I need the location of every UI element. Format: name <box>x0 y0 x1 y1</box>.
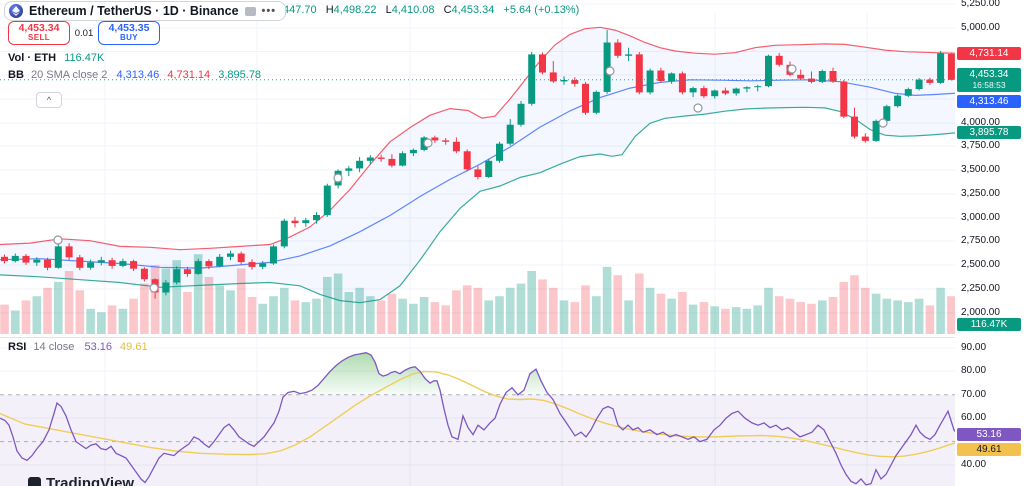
rsi-signal-value: 49.61 <box>120 341 148 353</box>
buy-label: BUY <box>119 33 139 43</box>
bb-lower-value: 3,895.78 <box>218 69 262 81</box>
sell-price: 4,453.34 <box>18 22 60 35</box>
low-value: 4,410.08 <box>391 4 435 16</box>
tradingview-logo-icon <box>28 477 41 486</box>
buy-price: 4,453.35 <box>108 22 150 35</box>
bb-upper-value: 4,731.14 <box>167 69 211 81</box>
collapse-chevron-icon: ^ <box>46 94 52 105</box>
tradingview-watermark: TradingView <box>28 477 134 486</box>
rsi-zone-fill <box>0 394 955 486</box>
open-value: 447.70 <box>283 4 317 16</box>
bb-basis-value: 4,313.46 <box>116 69 160 81</box>
ohlc-row: 447.70 H4,498.22 L4,410.08 C4,453.34 +5.… <box>283 4 579 16</box>
volume-layer <box>0 254 955 334</box>
chart-style-icon[interactable] <box>244 6 256 16</box>
rsi-badge: 53.16 <box>957 428 1021 441</box>
low-label: L <box>385 4 392 16</box>
rsi-ma-line <box>0 370 955 458</box>
rsi-legend-params: 14 close <box>33 341 75 353</box>
high-value: 4,498.22 <box>333 4 377 16</box>
symbol-button[interactable]: Ethereum / TetherUS · 1D · Binance ••• <box>4 1 287 21</box>
rsi-legend-label: RSI <box>8 341 27 353</box>
price-axis-label: 60.00 <box>961 412 987 423</box>
change-value: +5.64 (+0.13%) <box>503 4 580 16</box>
volume-legend-label: Vol · ETH <box>8 52 57 64</box>
rsi-ma-badge: 49.61 <box>957 443 1021 456</box>
price-axis-label: 3,750.00 <box>961 140 1000 151</box>
price-axis-label: 5,250.00 <box>961 0 1000 9</box>
sell-button[interactable]: 4,453.34 SELL <box>8 21 70 45</box>
bb-legend[interactable]: BB 20 SMA close 2 4,313.46 4,731.14 3,89… <box>8 69 261 81</box>
high-label: H <box>325 4 334 16</box>
bb-lower-line <box>0 106 955 304</box>
bb-basis-badge: 4,313.46 <box>957 95 1021 108</box>
grid-layer <box>0 3 955 486</box>
price-axis-label: 2,750.00 <box>961 235 1000 246</box>
volume-badge: 116.47K <box>957 318 1021 331</box>
bb-legend-label: BB <box>8 69 24 81</box>
price-axis-label: 4,000.00 <box>961 117 1000 128</box>
event-markers <box>53 64 888 293</box>
price-axis-label: 2,250.00 <box>961 283 1000 294</box>
sell-label: SELL <box>27 33 51 43</box>
buy-button[interactable]: 4,453.35 BUY <box>98 21 160 45</box>
last-price-badge: 4,453.34 16:58:53 <box>957 68 1021 92</box>
countdown-timer: 16:58:53 <box>972 80 1006 90</box>
price-axis-label: 3,250.00 <box>961 188 1000 199</box>
price-axis-label: 80.00 <box>961 365 987 376</box>
volume-legend[interactable]: Vol · ETH 116.47K <box>8 52 104 64</box>
collapse-indicators-button[interactable]: ^ <box>36 92 62 108</box>
close-value: 4,453.34 <box>451 4 495 16</box>
rsi-legend[interactable]: RSI 14 close 53.16 49.61 <box>8 341 148 353</box>
price-axis-label: 5,000.00 <box>961 22 1000 33</box>
ethereum-logo-icon <box>9 4 23 18</box>
price-axis-label: 70.00 <box>961 389 987 400</box>
bb-lower-badge: 3,895.78 <box>957 126 1021 139</box>
price-axis-label: 3,000.00 <box>961 212 1000 223</box>
close-label: C <box>443 4 452 16</box>
price-axis-label: 40.00 <box>961 459 987 470</box>
price-axis-label: 2,500.00 <box>961 259 1000 270</box>
tradingview-watermark-text: TradingView <box>46 477 135 486</box>
rsi-value: 53.16 <box>84 341 112 353</box>
price-axis-label: 90.00 <box>961 342 987 353</box>
more-options-icon[interactable]: ••• <box>261 4 277 17</box>
price-axis-label: 3,500.00 <box>961 164 1000 175</box>
volume-legend-value: 116.47K <box>64 52 105 64</box>
candles-layer <box>1 30 955 299</box>
bb-upper-badge: 4,731.14 <box>957 47 1021 60</box>
bb-legend-params: 20 SMA close 2 <box>30 69 108 81</box>
spread-value: 0.01 <box>74 28 94 39</box>
rsi-line <box>0 352 955 486</box>
price-axis-label: 2,000.00 <box>961 307 1000 318</box>
symbol-title: Ethereum / TetherUS · 1D · Binance <box>29 4 239 18</box>
rsi-overbought-fill <box>285 352 549 395</box>
